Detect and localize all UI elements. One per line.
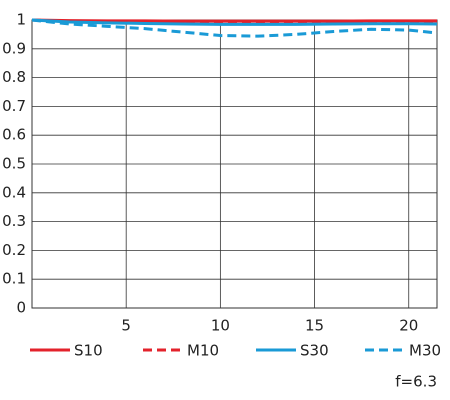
x-tick-label: 5	[121, 317, 131, 335]
legend-label: S30	[300, 342, 329, 360]
legend-label: M10	[187, 342, 219, 360]
x-tick-label: 15	[305, 317, 324, 335]
y-tick-label: 0.5	[2, 155, 26, 173]
series-line	[31, 18, 437, 23]
y-tick-label: 0.6	[2, 126, 26, 144]
y-tick-label: 0	[16, 299, 26, 317]
y-tick-label: 0.9	[2, 39, 26, 57]
y-tick-label: 0.4	[2, 183, 26, 201]
y-tick-label: 0.7	[2, 97, 26, 115]
annotation: f=6.3	[395, 373, 437, 391]
legend-label: M30	[409, 342, 441, 360]
y-tick-label: 0.2	[2, 241, 26, 259]
y-tick-label: 0.8	[2, 68, 26, 86]
legend-label: S10	[74, 342, 103, 360]
y-tick-label: 1	[16, 11, 26, 29]
x-tick-label: 20	[399, 317, 418, 335]
series-line	[31, 18, 438, 26]
x-tick-label: 10	[211, 317, 230, 335]
y-tick-label: 0.1	[2, 270, 26, 288]
y-tick-label: 0.3	[2, 212, 26, 230]
